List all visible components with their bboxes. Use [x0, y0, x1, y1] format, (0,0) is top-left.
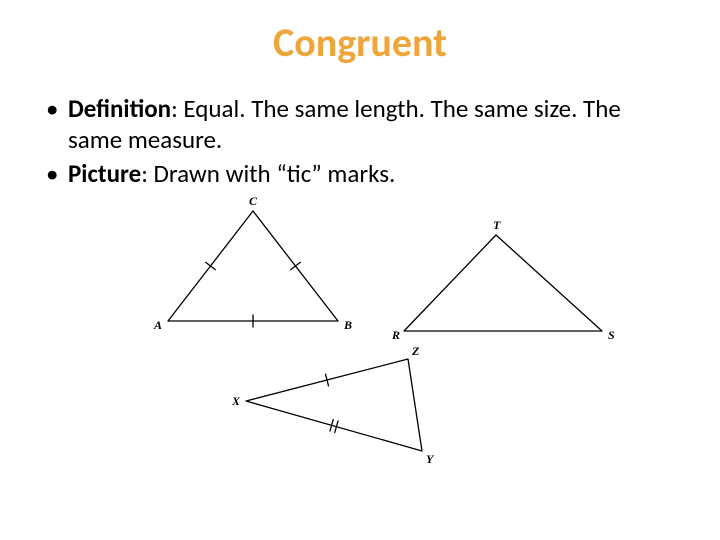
- svg-text:R: R: [391, 328, 400, 342]
- bullet-picture: Picture: Drawn with “tic” marks.: [46, 158, 680, 189]
- triangle-abc: A B C: [148, 195, 358, 345]
- svg-text:B: B: [343, 318, 352, 332]
- bullet-definition-label: Definition: [68, 93, 171, 124]
- slide: Congruent Definition: Equal. The same le…: [0, 0, 720, 540]
- svg-text:A: A: [153, 318, 162, 332]
- svg-text:Z: Z: [411, 344, 420, 358]
- triangle-xyz: X Y Z: [230, 347, 450, 467]
- triangle-rst-svg: R S T: [388, 215, 618, 345]
- slide-title: Congruent: [40, 18, 680, 67]
- svg-text:X: X: [231, 394, 241, 408]
- figures-area: A B C R S T X Y Z: [40, 191, 680, 481]
- triangle-rst: R S T: [388, 215, 618, 345]
- bullet-list: Definition: Equal. The same length. The …: [46, 93, 680, 189]
- svg-text:S: S: [608, 328, 615, 342]
- triangle-abc-svg: A B C: [148, 195, 358, 345]
- bullet-picture-text: : Drawn with “tic” marks.: [141, 158, 395, 189]
- triangle-xyz-svg: X Y Z: [230, 347, 450, 467]
- svg-text:Y: Y: [426, 452, 435, 466]
- svg-text:C: C: [249, 194, 258, 208]
- svg-text:T: T: [493, 218, 501, 232]
- bullet-picture-label: Picture: [68, 158, 141, 189]
- bullet-definition: Definition: Equal. The same length. The …: [46, 93, 680, 156]
